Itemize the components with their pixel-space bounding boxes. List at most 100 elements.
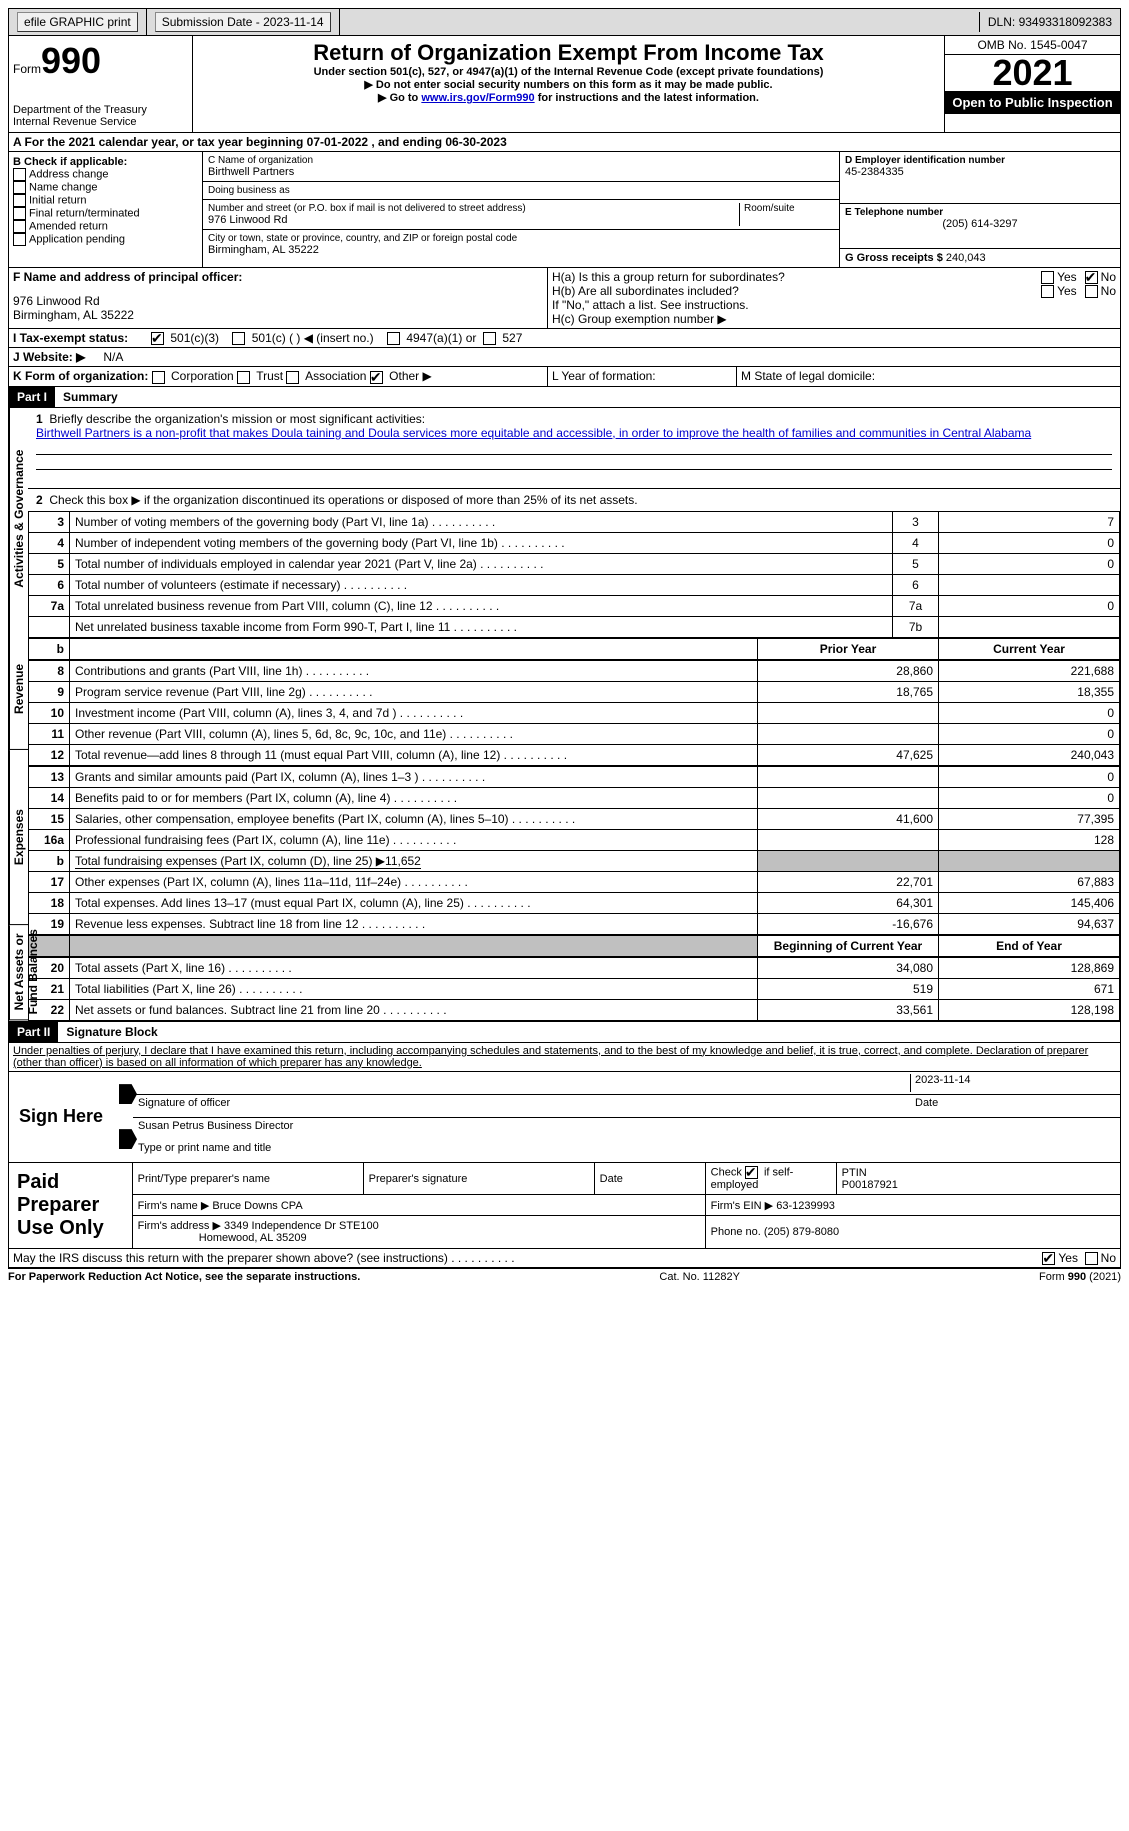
sig-officer-labels: Signature of officer Date (133, 1095, 1120, 1118)
section-i: I Tax-exempt status: 501(c)(3) 501(c) ( … (8, 329, 1121, 348)
form-subtitle: Under section 501(c), 527, or 4947(a)(1)… (197, 66, 940, 78)
sig-date-label: Date (915, 1097, 1115, 1115)
gross-row: G Gross receipts $ 240,043 (840, 249, 1120, 267)
part1-title: Summary (55, 390, 118, 404)
e-label: E Telephone number (845, 207, 1115, 218)
opt-501c3: 501(c)(3) (170, 331, 219, 345)
opt-name[interactable]: Name change (13, 181, 198, 194)
col-b: B Check if applicable: Address change Na… (9, 152, 203, 267)
note2-pre: ▶ Go to (378, 92, 421, 104)
title-cell: Return of Organization Exempt From Incom… (192, 36, 945, 132)
f-addr2: Birmingham, AL 35222 (13, 308, 543, 322)
form-title: Return of Organization Exempt From Incom… (197, 40, 940, 66)
j-label: J Website: ▶ (9, 348, 89, 366)
vert-labels: Activities & Governance Revenue Expenses… (9, 408, 28, 1021)
opt-final[interactable]: Final return/terminated (13, 207, 198, 220)
sign-here-block: Sign Here 2023-11-14 Signature of office… (8, 1072, 1121, 1163)
footer: For Paperwork Reduction Act Notice, see … (8, 1268, 1121, 1283)
cb-assoc[interactable] (286, 371, 299, 384)
opt-4947: 4947(a)(1) or (406, 331, 476, 345)
line-a: A For the 2021 calendar year, or tax yea… (8, 133, 1121, 152)
sig-date-value: 2023-11-14 (910, 1074, 1115, 1092)
opt-amended[interactable]: Amended return (13, 220, 198, 233)
ha-no-checkbox[interactable] (1085, 271, 1098, 284)
col-c: C Name of organization Birthwell Partner… (203, 152, 839, 267)
col-k: K Form of organization: Corporation Trus… (9, 367, 548, 385)
exp-table: 13Grants and similar amounts paid (Part … (28, 766, 1120, 935)
ptin-label: PTIN (842, 1167, 867, 1179)
begin-year-h: Beginning of Current Year (758, 935, 939, 956)
discuss-text: May the IRS discuss this return with the… (9, 1249, 1038, 1267)
firm-addr2: Homewood, AL 35209 (199, 1232, 307, 1244)
cb-discuss-yes[interactable] (1042, 1252, 1055, 1265)
q2-text: Check this box ▶ if the organization dis… (49, 493, 637, 507)
discuss-answers: Yes No (1038, 1249, 1120, 1267)
ha-yes-checkbox[interactable] (1041, 271, 1054, 284)
hb-row: H(b) Are all subordinates included? Yes … (552, 284, 1116, 298)
firm-phone-row: Phone no. (205) 879-8080 (705, 1215, 1120, 1247)
cb-4947[interactable] (387, 332, 400, 345)
hb-no-checkbox[interactable] (1085, 285, 1098, 298)
check-label: Check (711, 1166, 742, 1178)
q2-block: 2 Check this box ▶ if the organization d… (28, 489, 1120, 511)
d-label: D Employer identification number (845, 155, 1115, 166)
dept-label: Department of the Treasury (13, 104, 188, 116)
opt-initial[interactable]: Initial return (13, 194, 198, 207)
cb-other[interactable] (370, 371, 383, 384)
opt-address[interactable]: Address change (13, 168, 198, 181)
vt-revenue: Revenue (9, 628, 28, 750)
firm-name-label: Firm's name ▶ (138, 1200, 210, 1212)
room-label: Room/suite (739, 203, 834, 226)
ha-label: H(a) Is this a group return for subordin… (552, 270, 1041, 284)
ptin-value: P00187921 (842, 1179, 898, 1191)
opt-501c: 501(c) ( ) ◀ (insert no.) (252, 331, 374, 345)
street-row: Number and street (or P.O. box if mail i… (203, 200, 839, 230)
col-f: F Name and address of principal officer:… (9, 268, 548, 328)
firm-addr-label: Firm's address ▶ (138, 1220, 221, 1232)
opt-pending[interactable]: Application pending (13, 233, 198, 246)
ein-row: D Employer identification number 45-2384… (840, 152, 1120, 204)
firm-phone-value: (205) 879-8080 (764, 1226, 839, 1238)
cb-corp[interactable] (152, 371, 165, 384)
cb-501c3[interactable] (151, 332, 164, 345)
firm-name-row: Firm's name ▶ Bruce Downs CPA (133, 1195, 706, 1215)
section-klm: K Form of organization: Corporation Trus… (8, 367, 1121, 386)
opt-other: Other ▶ (389, 369, 432, 383)
firm-addr1: 3349 Independence Dr STE100 (224, 1220, 379, 1232)
line-a-text: A For the 2021 calendar year, or tax yea… (9, 133, 511, 151)
note-website: ▶ Go to www.irs.gov/Form990 for instruct… (197, 91, 940, 104)
ha-row: H(a) Is this a group return for subordin… (552, 270, 1116, 284)
cb-trust[interactable] (237, 371, 250, 384)
opt-trust: Trust (256, 369, 283, 383)
part1-body: Activities & Governance Revenue Expenses… (8, 408, 1121, 1022)
hb-yes-checkbox[interactable] (1041, 285, 1054, 298)
q1-label: Briefly describe the organization's miss… (49, 412, 425, 426)
cb-self-employed[interactable] (745, 1166, 758, 1179)
hb-no: No (1101, 284, 1116, 298)
firm-ein-label: Firm's EIN ▶ (711, 1200, 774, 1212)
street-label: Number and street (or P.O. box if mail i… (208, 203, 739, 214)
gov-table: 3Number of voting members of the governi… (28, 511, 1120, 638)
hb-label: H(b) Are all subordinates included? (552, 284, 1041, 298)
prep-name-label: Print/Type preparer's name (133, 1163, 364, 1195)
self-employed-cell: Check if self-employed (705, 1163, 836, 1195)
b-label: B Check if applicable: (13, 156, 198, 168)
i-label: I Tax-exempt status: (9, 329, 147, 347)
cat-no: Cat. No. 11282Y (659, 1271, 740, 1283)
irs-link[interactable]: www.irs.gov/Form990 (421, 92, 534, 104)
opt-corp: Corporation (171, 369, 234, 383)
vt-expenses: Expenses (9, 750, 28, 925)
opt-527: 527 (502, 331, 522, 345)
cb-527[interactable] (483, 332, 496, 345)
current-year-h: Current Year (939, 638, 1120, 659)
k-label: K Form of organization: (13, 369, 148, 383)
rev-header: bPrior YearCurrent Year (28, 638, 1120, 660)
cb-discuss-no[interactable] (1085, 1252, 1098, 1265)
part1-badge: Part I (9, 387, 55, 407)
city-row: City or town, state or province, country… (203, 230, 839, 259)
paid-prep-title: Paid Preparer Use Only (9, 1163, 133, 1248)
right-header: OMB No. 1545-0047 2021 Open to Public In… (945, 36, 1120, 132)
hc-label: H(c) Group exemption number ▶ (552, 312, 1116, 326)
cb-501c[interactable] (232, 332, 245, 345)
form-number: 990 (41, 40, 101, 81)
